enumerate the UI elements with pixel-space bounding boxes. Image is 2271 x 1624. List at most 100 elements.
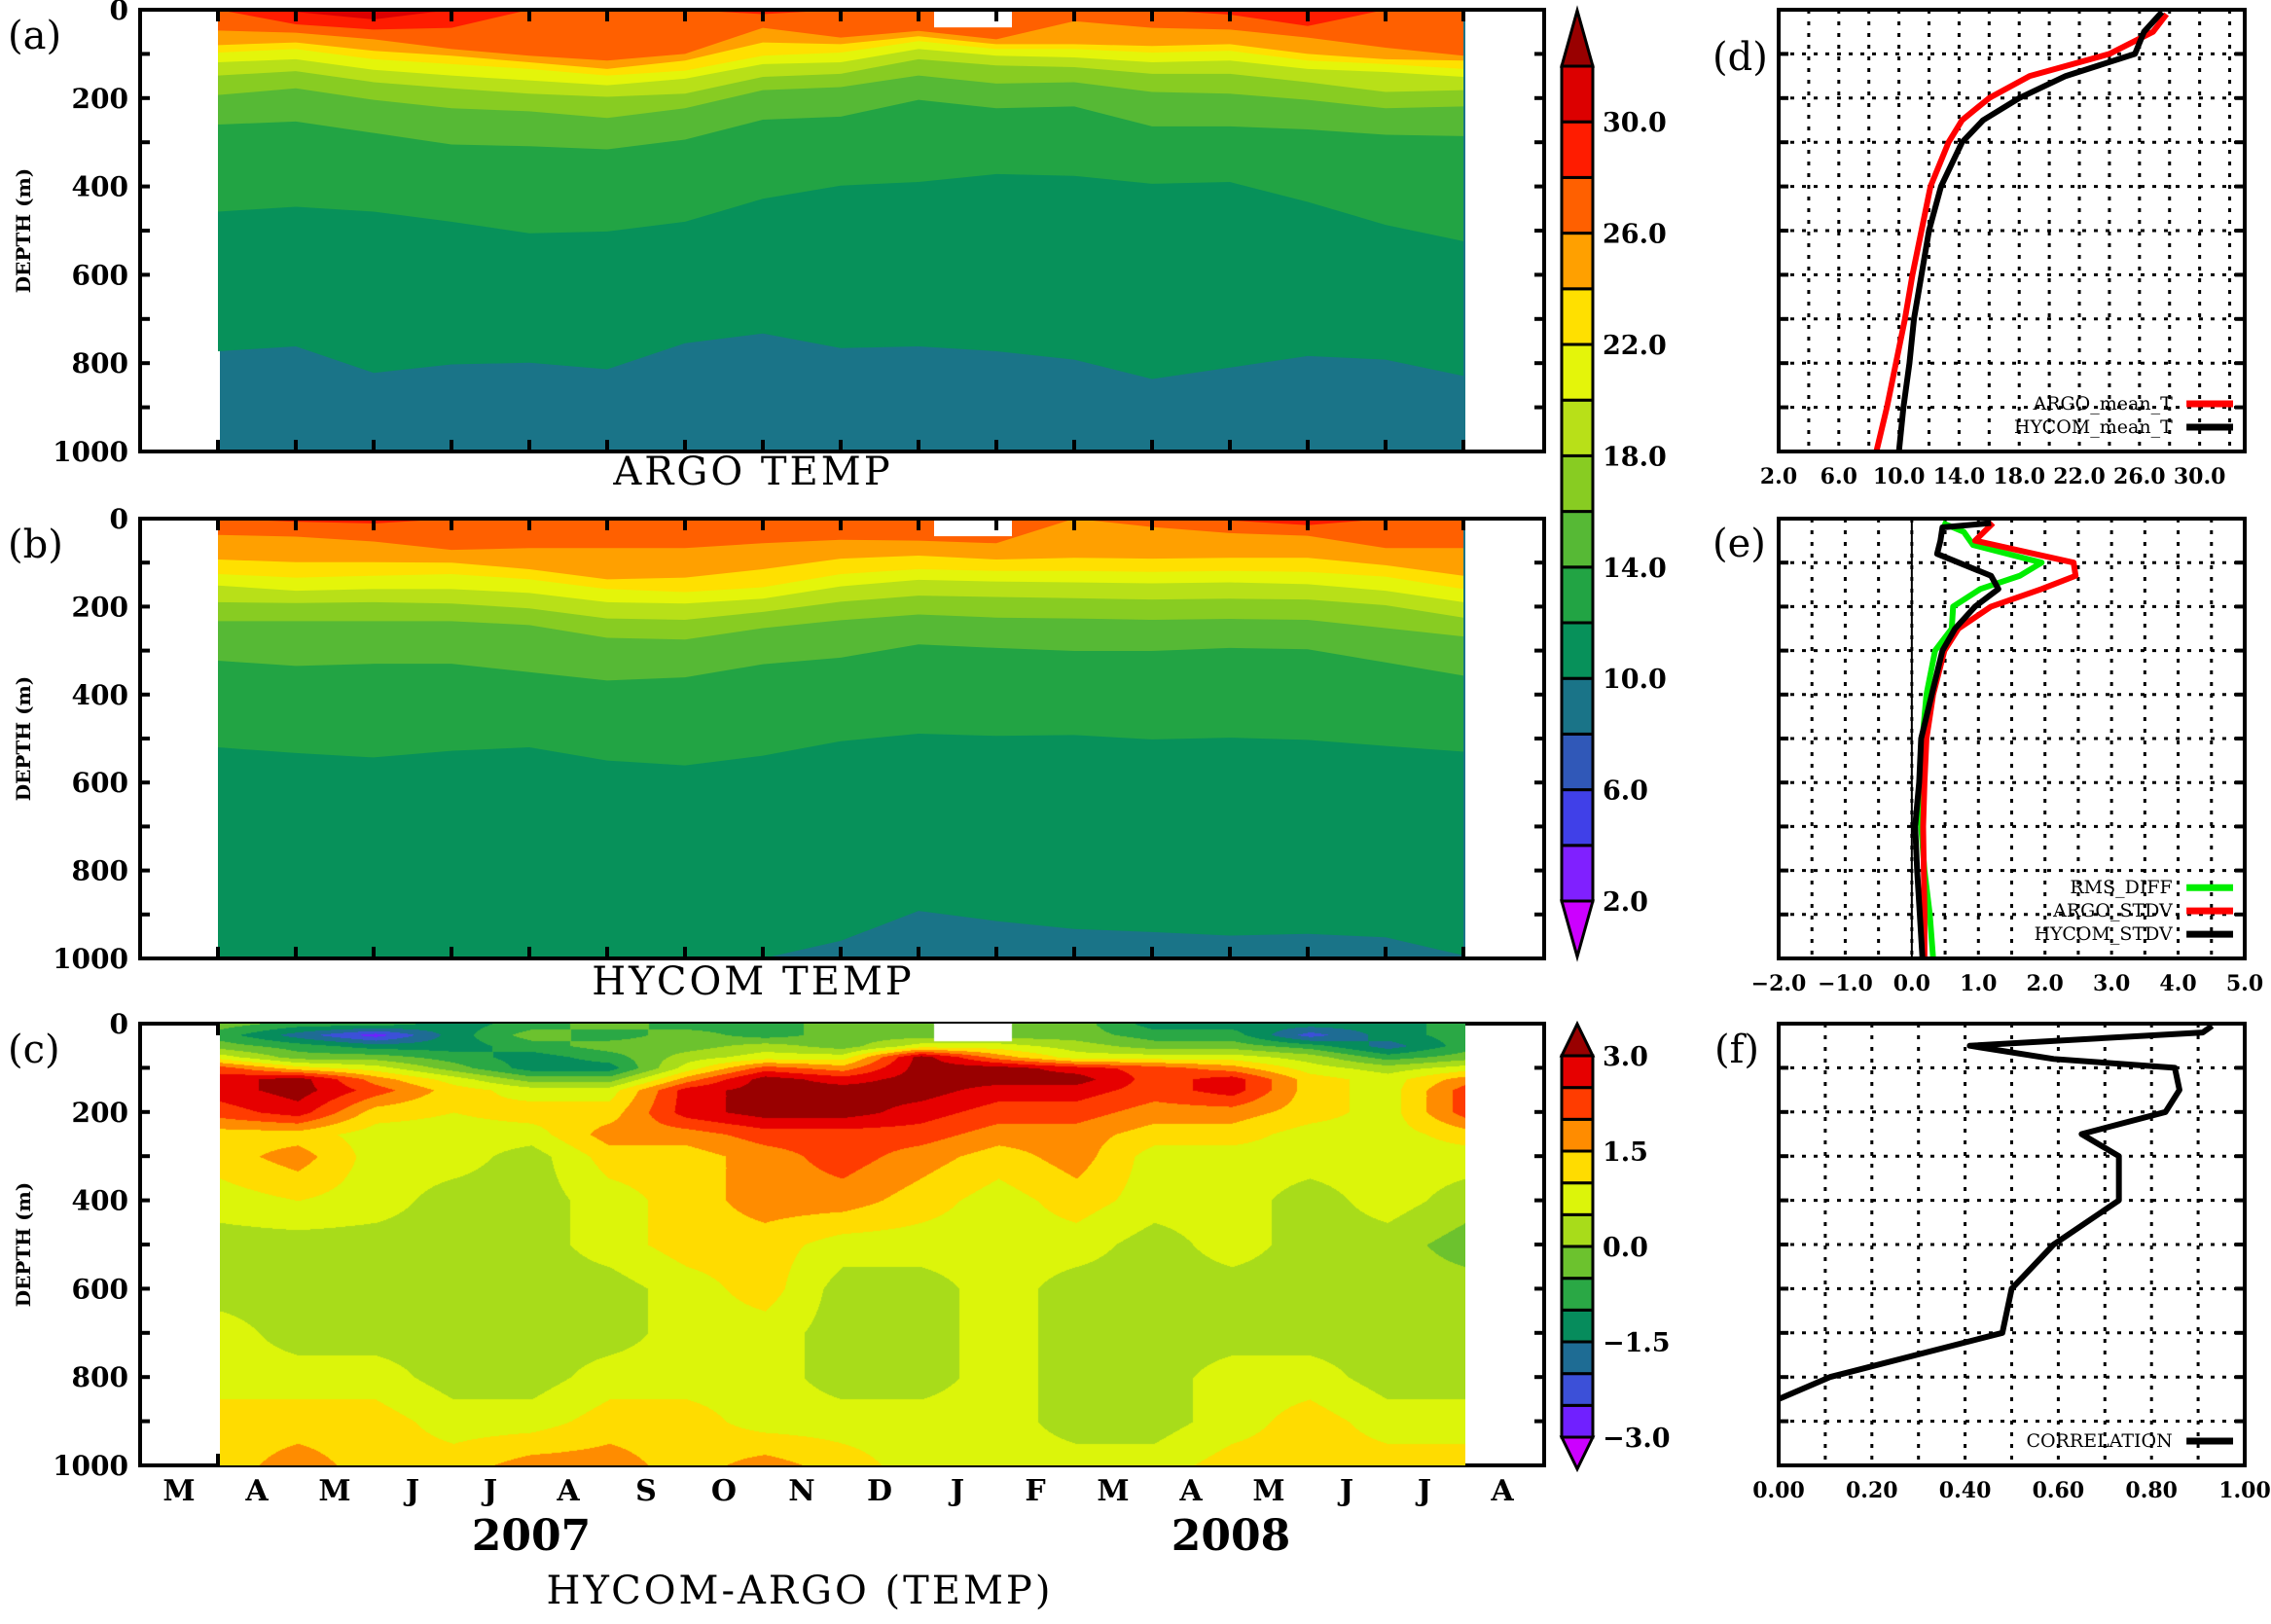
depth-tick-label: 0: [110, 1008, 128, 1040]
no-data-gap: [934, 10, 1012, 28]
series-line-correlation: [1777, 1023, 2215, 1402]
depth-tick-label: 1000: [53, 943, 128, 975]
series-line-rms-diff: [1918, 520, 2045, 959]
month-label-J: J: [403, 1474, 419, 1508]
panel-a-contours: [218, 10, 1465, 451]
colorbar-min-triangle: [1560, 899, 1595, 962]
depth-tick-label: 800: [72, 855, 128, 887]
depth-tick-label: 600: [72, 1273, 128, 1305]
colorbar-box: [1560, 398, 1595, 457]
panel-c-ylabel: DEPTH (m): [12, 1181, 35, 1308]
colorbar-box: [1560, 175, 1595, 235]
series-line-hycom-mean-t: [1895, 10, 2165, 452]
colorbar-box: [1560, 343, 1595, 402]
depth-tick-label: 800: [72, 347, 128, 379]
x-tick-label: 5.0: [2226, 971, 2263, 996]
colorbar-max-triangle: [1560, 5, 1595, 68]
depth-tick-label: 600: [72, 767, 128, 799]
panel-b-axes: [138, 517, 1546, 960]
x-tick-label: −2.0: [1751, 971, 1807, 996]
month-label-F: F: [1025, 1474, 1045, 1508]
depth-tick-label: 200: [72, 1097, 128, 1129]
month-label-M: M: [1252, 1474, 1284, 1508]
x-tick-label: 0.80: [2125, 1478, 2178, 1503]
no-data-gap: [934, 519, 1012, 537]
x-tick-label: 1.0: [1960, 971, 1997, 996]
colorbar-box: [1560, 1149, 1595, 1185]
colorbar-tick-label: 6.0: [1603, 776, 1648, 807]
colorbar-box: [1560, 788, 1595, 848]
difference-contour-field: [220, 1024, 1465, 1465]
colorbar-box: [1560, 732, 1595, 792]
panel-a-title: ARGO TEMP: [613, 450, 893, 494]
x-tick-label: 6.0: [1820, 464, 1857, 489]
month-label-J: J: [948, 1474, 964, 1508]
panel-d-profile: [1777, 8, 2247, 453]
colorbar-tick-label: 10.0: [1603, 665, 1667, 695]
legend-label: CORRELATION: [2026, 1430, 2172, 1452]
colorbar-box: [1560, 1403, 1595, 1439]
month-label-O: O: [711, 1474, 737, 1508]
legend-label: HYCOM_mean_T: [2014, 416, 2173, 438]
colorbar-tick-label: 3.0: [1603, 1042, 1648, 1072]
colorbar-box: [1560, 1308, 1595, 1344]
month-label-J: J: [1415, 1474, 1431, 1508]
x-tick-label: 0.20: [1846, 1478, 1898, 1503]
depth-tick-label: 200: [72, 83, 128, 115]
depth-tick-label: 1000: [53, 436, 128, 468]
colorbar-box: [1560, 510, 1595, 569]
x-tick-label: 18.0: [1993, 464, 2045, 489]
x-tick-label: 1.00: [2218, 1478, 2271, 1503]
colorbar-box: [1560, 287, 1595, 346]
year-label-2007: 2007: [471, 1511, 592, 1561]
x-tick-label: 0.00: [1752, 1478, 1805, 1503]
legend-label: RMS_DIFF: [2070, 877, 2172, 898]
colorbar-box: [1560, 565, 1595, 625]
colorbar-tick-label: 18.0: [1603, 442, 1667, 472]
legend-label: ARGO_STDV: [2052, 900, 2173, 921]
series-line-argo-mean-t: [1873, 12, 2170, 452]
colorbar-min-triangle: [1559, 1435, 1596, 1473]
panel-e-profile: [1777, 517, 2247, 960]
panel-d-frame: [1777, 8, 2247, 453]
panel-f-label: (f): [1714, 1028, 1760, 1072]
depth-tick-label: 600: [72, 259, 128, 291]
colorbar-tick-label: 30.0: [1603, 108, 1667, 138]
panel-d-label: (d): [1712, 35, 1768, 80]
colorbar-box: [1560, 1086, 1595, 1121]
month-label-A: A: [1178, 1474, 1203, 1508]
month-label-J: J: [1337, 1474, 1353, 1508]
month-label-A: A: [556, 1474, 580, 1508]
temperature-colorbar: [1560, 5, 1595, 962]
panel-e-label: (e): [1712, 522, 1766, 566]
x-tick-label: 10.0: [1873, 464, 1926, 489]
year-label-2008: 2008: [1171, 1511, 1291, 1561]
colorbar-box: [1560, 1212, 1595, 1248]
x-tick-label: 0.40: [1939, 1478, 1992, 1503]
depth-tick-label: 400: [72, 171, 128, 203]
colorbar-tick-label: 2.0: [1603, 887, 1648, 918]
colorbar-box: [1560, 232, 1595, 291]
colorbar-box: [1560, 1372, 1595, 1407]
x-tick-label: 4.0: [2159, 971, 2196, 996]
panel-b-title: HYCOM TEMP: [592, 959, 915, 1004]
x-tick-label: 30.0: [2174, 464, 2226, 489]
panel-f-profile: [1777, 1022, 2247, 1467]
colorbar-box: [1560, 1181, 1595, 1216]
depth-tick-label: 0: [110, 0, 128, 26]
legend-label: HYCOM_STDV: [2035, 923, 2173, 945]
x-tick-label: 0.60: [2033, 1478, 2085, 1503]
month-label-A: A: [244, 1474, 269, 1508]
depth-tick-label: 200: [72, 591, 128, 623]
x-tick-label: 3.0: [2093, 971, 2130, 996]
colorbar-box: [1560, 1277, 1595, 1312]
month-label-N: N: [788, 1474, 814, 1508]
colorbar-box: [1560, 453, 1595, 514]
x-tick-label: −1.0: [1818, 971, 1873, 996]
panel-b-ylabel: DEPTH (m): [12, 675, 35, 802]
month-label-M: M: [1097, 1474, 1129, 1508]
month-label-A: A: [1490, 1474, 1514, 1508]
isotherm-band-26: [218, 10, 1463, 61]
colorbar-tick-label: 0.0: [1603, 1233, 1648, 1263]
depth-tick-label: 800: [72, 1361, 128, 1393]
